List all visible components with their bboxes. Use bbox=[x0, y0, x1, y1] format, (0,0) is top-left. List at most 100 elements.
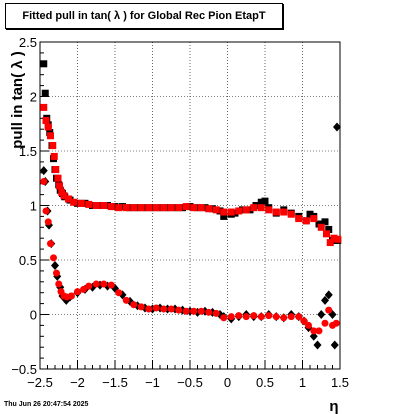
data-point bbox=[42, 207, 50, 215]
y-tick-label: 2 bbox=[30, 90, 37, 105]
data-point bbox=[324, 290, 333, 300]
data-point bbox=[239, 206, 246, 214]
data-point bbox=[152, 304, 160, 312]
data-point bbox=[55, 280, 63, 288]
data-point bbox=[179, 204, 186, 212]
timestamp: Thu Jun 26 20:47:54 2025 bbox=[4, 401, 89, 408]
data-point bbox=[317, 310, 326, 319]
y-tick-label: 0 bbox=[30, 308, 37, 323]
data-point bbox=[104, 202, 111, 209]
data-point bbox=[156, 204, 164, 212]
data-point bbox=[141, 204, 149, 212]
data-point bbox=[49, 142, 57, 150]
data-point bbox=[85, 200, 93, 208]
data-point bbox=[231, 209, 239, 217]
data-point bbox=[40, 60, 48, 68]
data-point bbox=[74, 288, 81, 296]
data-point bbox=[60, 192, 68, 200]
data-point bbox=[212, 206, 220, 214]
data-point bbox=[250, 312, 258, 320]
data-point bbox=[122, 204, 130, 212]
data-point bbox=[325, 306, 333, 314]
data-point bbox=[295, 215, 303, 223]
data-point bbox=[56, 182, 63, 190]
x-tick-label: −0.5 bbox=[177, 375, 203, 390]
data-point bbox=[41, 89, 49, 97]
x-tick-label: −2 bbox=[70, 375, 85, 390]
data-point bbox=[242, 313, 250, 321]
data-point bbox=[220, 212, 228, 220]
data-point bbox=[261, 197, 269, 205]
data-point bbox=[333, 122, 341, 132]
data-point bbox=[287, 210, 295, 218]
data-point bbox=[44, 218, 52, 226]
data-point bbox=[52, 166, 60, 174]
data-point bbox=[220, 208, 228, 216]
x-tick-label: 1 bbox=[299, 375, 306, 390]
data-point bbox=[167, 305, 175, 313]
data-point bbox=[330, 234, 338, 242]
data-point bbox=[287, 313, 295, 321]
data-point bbox=[186, 203, 194, 211]
data-point bbox=[310, 327, 318, 335]
data-point bbox=[272, 208, 280, 216]
data-point bbox=[332, 319, 340, 327]
y-axis-label: pull in tan( λ ) bbox=[9, 51, 26, 149]
data-point bbox=[130, 204, 138, 212]
data-point bbox=[160, 305, 168, 313]
x-axis-label: η bbox=[329, 398, 338, 414]
data-point bbox=[321, 295, 329, 305]
data-point bbox=[325, 225, 333, 233]
data-point bbox=[39, 166, 48, 176]
data-point bbox=[107, 281, 115, 289]
data-point bbox=[305, 321, 312, 329]
data-point bbox=[309, 331, 318, 341]
data-point bbox=[77, 199, 85, 207]
x-tick-label: −1.5 bbox=[102, 375, 128, 390]
x-tick-label: −1 bbox=[145, 375, 160, 390]
data-point bbox=[40, 178, 48, 186]
data-point bbox=[126, 204, 134, 212]
data-point bbox=[326, 239, 334, 247]
y-tick-label: 0.5 bbox=[19, 253, 37, 268]
data-point bbox=[330, 340, 339, 350]
data-point bbox=[235, 312, 243, 320]
data-point bbox=[92, 280, 100, 288]
data-point bbox=[122, 296, 130, 304]
data-point bbox=[65, 195, 72, 203]
data-point bbox=[164, 204, 171, 212]
data-point bbox=[68, 292, 75, 300]
data-point bbox=[197, 307, 205, 315]
data-point bbox=[197, 204, 205, 212]
data-point bbox=[201, 204, 209, 212]
data-point bbox=[227, 208, 235, 216]
y-tick-label: 1 bbox=[30, 199, 37, 214]
data-point bbox=[310, 215, 318, 223]
data-point bbox=[295, 313, 303, 321]
data-point bbox=[175, 306, 183, 314]
x-tick-label: 0.5 bbox=[256, 375, 274, 390]
data-point bbox=[85, 282, 93, 290]
data-point bbox=[134, 204, 141, 212]
data-point bbox=[235, 207, 243, 215]
data-point bbox=[272, 313, 280, 321]
data-point bbox=[194, 204, 201, 212]
data-point bbox=[257, 313, 265, 321]
y-tick-label: −0.5 bbox=[11, 362, 37, 377]
x-tick-label: 0 bbox=[224, 375, 231, 390]
data-point bbox=[137, 204, 145, 212]
data-point bbox=[115, 204, 123, 212]
data-point bbox=[47, 240, 54, 248]
axis-ticks: −2.5 −2 −1.5 −1 −0.5 0 0.5 1 1.5 −0.5 0 0.5 1 1.5 2 2.5 bbox=[11, 35, 349, 390]
data-point bbox=[54, 174, 62, 182]
data-point bbox=[190, 307, 198, 315]
data-point bbox=[302, 217, 310, 225]
data-point bbox=[280, 208, 288, 216]
data-point bbox=[321, 319, 329, 327]
data-point bbox=[51, 260, 59, 270]
data-point bbox=[334, 235, 342, 243]
data-point bbox=[115, 289, 123, 297]
data-point bbox=[130, 301, 138, 309]
data-point bbox=[74, 199, 81, 207]
data-point bbox=[145, 305, 153, 313]
